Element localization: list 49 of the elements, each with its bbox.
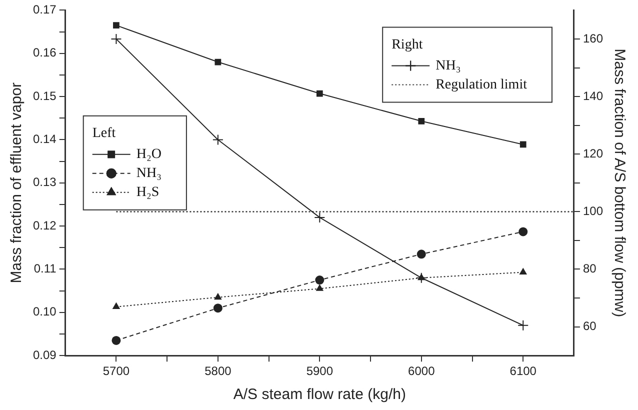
point bbox=[416, 250, 426, 259]
y-axis-title: Mass fraction of effluent vapor bbox=[8, 82, 26, 284]
y-tick-label: 0.16 bbox=[32, 46, 57, 60]
y2-tick-label: 160 bbox=[582, 31, 604, 46]
x-tick-label: 5700 bbox=[102, 364, 130, 378]
y2-tick-label: 120 bbox=[582, 146, 604, 160]
point bbox=[110, 33, 122, 44]
point bbox=[316, 90, 323, 97]
point bbox=[519, 268, 528, 275]
point bbox=[212, 134, 224, 146]
point bbox=[520, 141, 526, 148]
x-tick-label: 5900 bbox=[306, 364, 334, 378]
point bbox=[112, 302, 120, 310]
legend-label: NH₃ bbox=[436, 58, 461, 74]
point bbox=[314, 212, 326, 223]
point bbox=[214, 292, 222, 300]
y2-tick-label: 140 bbox=[582, 88, 604, 103]
legend-label: Regulation limit bbox=[436, 77, 528, 92]
point bbox=[418, 118, 425, 124]
y-tick-label: 0.13 bbox=[32, 175, 57, 190]
y-tick-label: 0.11 bbox=[34, 262, 57, 276]
y2-tick-label: 80 bbox=[582, 262, 597, 276]
point bbox=[112, 336, 121, 345]
point bbox=[518, 227, 528, 236]
y-tick-label: 0.17 bbox=[32, 2, 57, 17]
point bbox=[316, 284, 324, 291]
text: Right bbox=[392, 37, 423, 52]
x-tick-label: 6100 bbox=[510, 364, 537, 378]
y-tick-label: 0.09 bbox=[32, 348, 57, 362]
y-tick-label: 0.15 bbox=[32, 88, 57, 103]
y-tick-label: 0.10 bbox=[32, 304, 57, 319]
legend-label: H₂S bbox=[136, 185, 160, 200]
x-tick-label: 5800 bbox=[204, 364, 232, 378]
text: Left bbox=[92, 126, 116, 142]
y2-tick-label: 100 bbox=[582, 204, 604, 218]
point bbox=[518, 320, 529, 331]
point bbox=[213, 304, 222, 313]
point bbox=[417, 273, 426, 280]
y-tick-label: 0.12 bbox=[32, 218, 57, 232]
x-tick-label: 6000 bbox=[408, 364, 436, 378]
point bbox=[315, 276, 324, 285]
point bbox=[113, 22, 120, 28]
y2-tick-label: 60 bbox=[582, 319, 597, 334]
legend-label: NH₃ bbox=[136, 166, 162, 182]
point bbox=[416, 272, 427, 284]
x-axis-title: A/S steam flow rate (kg/h) bbox=[233, 386, 406, 404]
legend-label: H₂O bbox=[136, 147, 162, 162]
y-tick-label: 0.14 bbox=[32, 132, 57, 146]
y2-axis-title: Mass fraction of A/S bottom flow (ppmw) bbox=[610, 48, 628, 318]
